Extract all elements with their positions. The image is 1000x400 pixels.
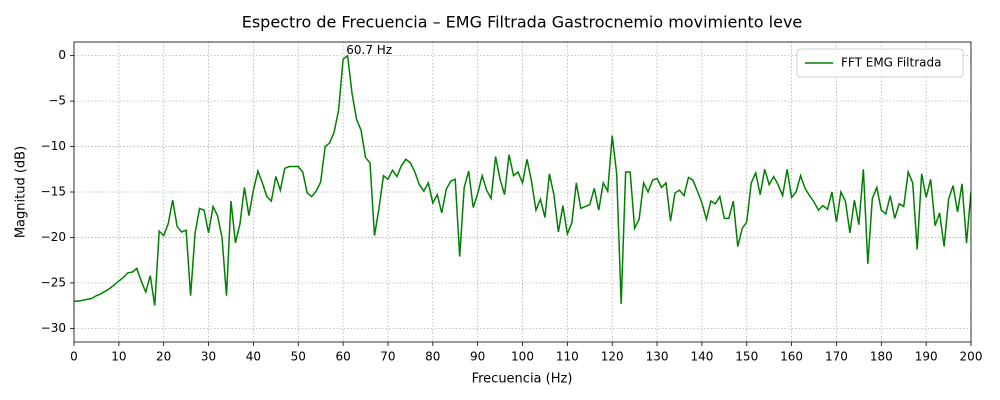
- x-tick-label: 170: [825, 350, 848, 364]
- legend-box: [796, 48, 964, 78]
- x-tick-label: 20: [156, 350, 171, 364]
- x-tick-label: 0: [70, 350, 78, 364]
- x-tick-label: 190: [915, 350, 938, 364]
- x-tick-label: 50: [291, 350, 306, 364]
- x-tick-label: 60: [335, 350, 350, 364]
- y-tick-label: 0: [58, 48, 66, 62]
- data-line: [74, 54, 971, 306]
- x-tick-label: 80: [425, 350, 440, 364]
- x-tick-label: 90: [470, 350, 485, 364]
- x-tick-label: 140: [690, 350, 713, 364]
- x-tick-label: 100: [511, 350, 534, 364]
- x-axis-label: Frecuencia (Hz): [472, 372, 573, 387]
- y-axis-label: Magnitud (dB): [14, 146, 29, 238]
- y-tick-label: −5: [48, 94, 66, 108]
- chart-title: Espectro de Frecuencia – EMG Filtrada Ga…: [242, 13, 803, 32]
- annotation: 60.7 Hz: [346, 43, 392, 57]
- x-tick-label: 130: [646, 350, 669, 364]
- x-tick-label: 30: [201, 350, 216, 364]
- x-tick-label: 180: [870, 350, 893, 364]
- x-tick-label: 160: [780, 350, 803, 364]
- x-tick-label: 110: [556, 350, 579, 364]
- x-tick-label: 40: [246, 350, 261, 364]
- x-tick-label: 120: [601, 350, 624, 364]
- y-tick-label: −10: [41, 139, 66, 153]
- x-tick-label: 150: [735, 350, 758, 364]
- x-tick-label: 10: [111, 350, 126, 364]
- y-tick-label: −25: [41, 275, 66, 289]
- plot-frame: [73, 41, 972, 343]
- y-tick-label: −30: [41, 321, 66, 335]
- x-tick-label: 200: [960, 350, 983, 364]
- y-tick-label: −15: [41, 185, 66, 199]
- y-tick-label: −20: [41, 230, 66, 244]
- x-tick-label: 70: [380, 350, 395, 364]
- legend-label: FFT EMG Filtrada: [841, 56, 941, 70]
